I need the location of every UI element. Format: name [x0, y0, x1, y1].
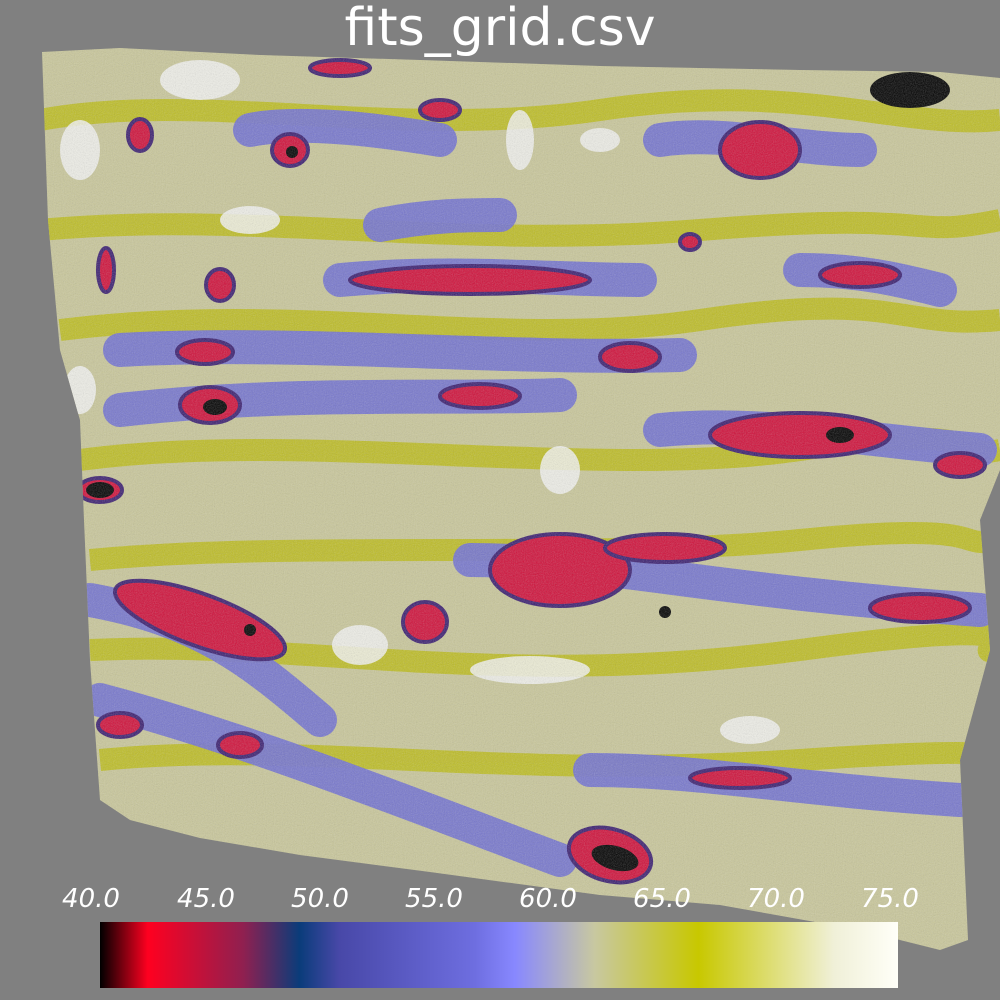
colorbar-tick-label: 75.0: [861, 884, 919, 914]
colorbar-tick-label: 50.0: [291, 884, 349, 914]
colorbar-tick-label: 55.0: [405, 884, 463, 914]
plot-title: fits_grid.csv: [344, 0, 656, 58]
colorbar-tick-label: 60.0: [519, 884, 577, 914]
colorbar-tick-label: 65.0: [633, 884, 691, 914]
colorbar-tick-label: 45.0: [177, 884, 235, 914]
colorbar: [100, 922, 898, 988]
colorbar-tick-label: 70.0: [747, 884, 805, 914]
colorbar-tick-label: 40.0: [62, 884, 120, 914]
